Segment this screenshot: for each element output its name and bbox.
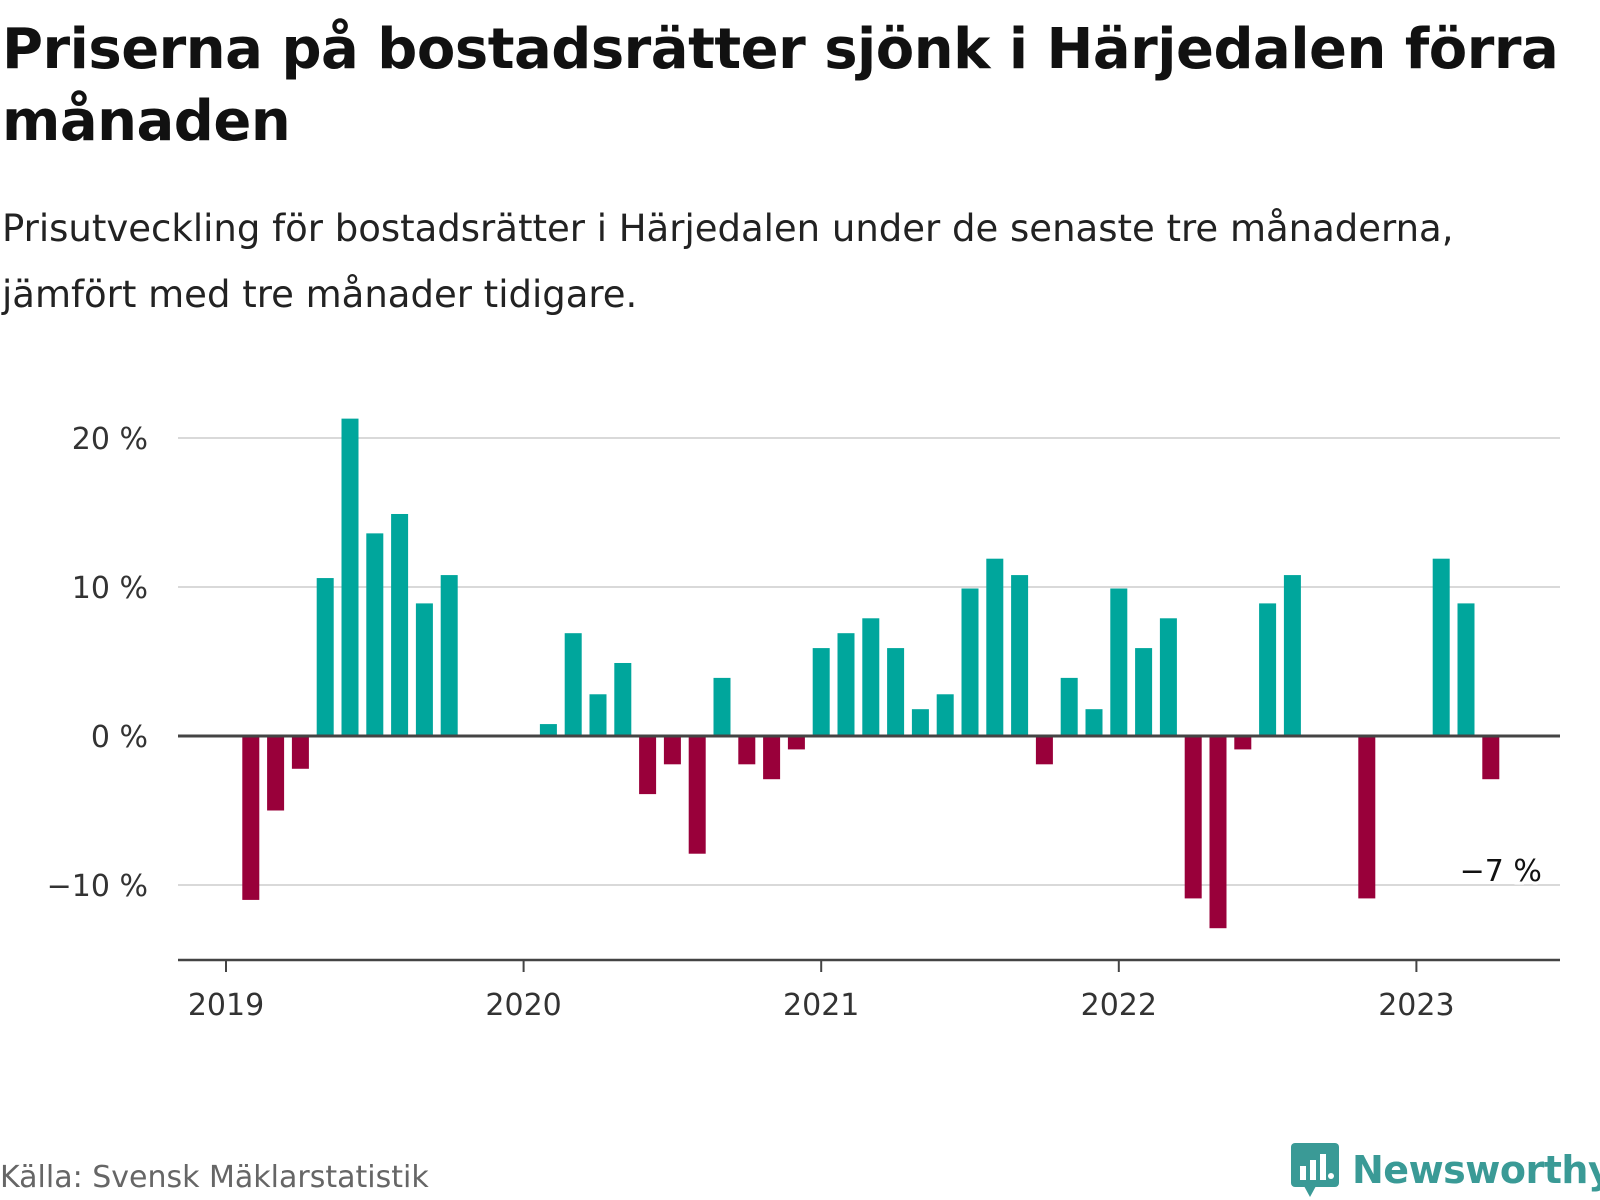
bar: [539, 724, 557, 736]
y-tick-label: 0 %: [91, 720, 148, 755]
bar: [639, 736, 657, 795]
bar: [763, 736, 781, 780]
y-tick-label: 10 %: [72, 571, 148, 606]
bar: [589, 694, 607, 736]
bar: [291, 736, 309, 769]
bar: [738, 736, 756, 765]
bar: [614, 662, 632, 736]
bar: [961, 588, 979, 736]
bar-chart: −10 % 0 % 10 % 20 % 2019 2020 2021 2022 2023 −7 %: [47, 418, 1560, 1023]
y-tick-label: −10 %: [47, 869, 148, 904]
bar: [1482, 736, 1500, 780]
bar: [1283, 575, 1301, 736]
bar: [391, 513, 409, 736]
bar: [366, 533, 384, 736]
bar: [440, 575, 458, 736]
source-note: Källa: Svensk Mäklarstatistik: [0, 1160, 429, 1195]
chart-title: Priserna på bostadsrätter sjönk i Härjed…: [2, 17, 1559, 154]
bar: [713, 677, 731, 736]
bar: [415, 603, 433, 736]
x-tick-label: 2022: [1081, 988, 1157, 1023]
bar: [1184, 736, 1202, 899]
x-tick-label: 2020: [485, 988, 561, 1023]
bar: [341, 418, 359, 736]
x-tick-label: 2021: [783, 988, 859, 1023]
bar: [242, 736, 260, 900]
bar: [267, 736, 285, 811]
bar: [1259, 603, 1277, 736]
bars: [242, 418, 1500, 929]
bar: [862, 618, 880, 736]
bar: [837, 633, 855, 736]
bar: [316, 578, 334, 736]
bar: [1060, 677, 1078, 736]
bar: [1209, 736, 1227, 929]
bar: [663, 736, 681, 765]
bar: [1159, 618, 1177, 736]
bar: [1110, 588, 1128, 736]
bar: [1432, 558, 1450, 736]
bar: [787, 736, 805, 750]
bar: [887, 648, 905, 736]
y-tick-label: 20 %: [72, 422, 148, 457]
bar: [812, 648, 830, 736]
bar: [1234, 736, 1252, 750]
x-tick-label: 2023: [1378, 988, 1454, 1023]
gridlines: [178, 437, 1560, 886]
bar: [564, 633, 582, 736]
bar: [688, 736, 706, 854]
bar: [1085, 709, 1103, 736]
bar: [1011, 575, 1029, 736]
bar: [1135, 648, 1153, 736]
last-value-label: −7 %: [1460, 854, 1542, 889]
chart-subtitle: Prisutveckling för bostadsrätter i Härje…: [2, 207, 1454, 316]
bar: [986, 558, 1004, 736]
newsworthy-logo: Newsworthy: [1290, 1140, 1600, 1200]
axes: [178, 734, 1560, 972]
labels: −10 % 0 % 10 % 20 % 2019 2020 2021 2022 2023 −7 %: [47, 422, 1545, 1023]
bar: [1358, 736, 1376, 899]
newsworthy-logo-icon: [1291, 1143, 1339, 1197]
newsworthy-logo-text: Newsworthy: [1352, 1148, 1600, 1192]
bar: [911, 709, 929, 736]
bar: [936, 694, 954, 736]
x-tick-label: 2019: [188, 988, 264, 1023]
bar: [1035, 736, 1053, 765]
bar: [1457, 603, 1475, 736]
